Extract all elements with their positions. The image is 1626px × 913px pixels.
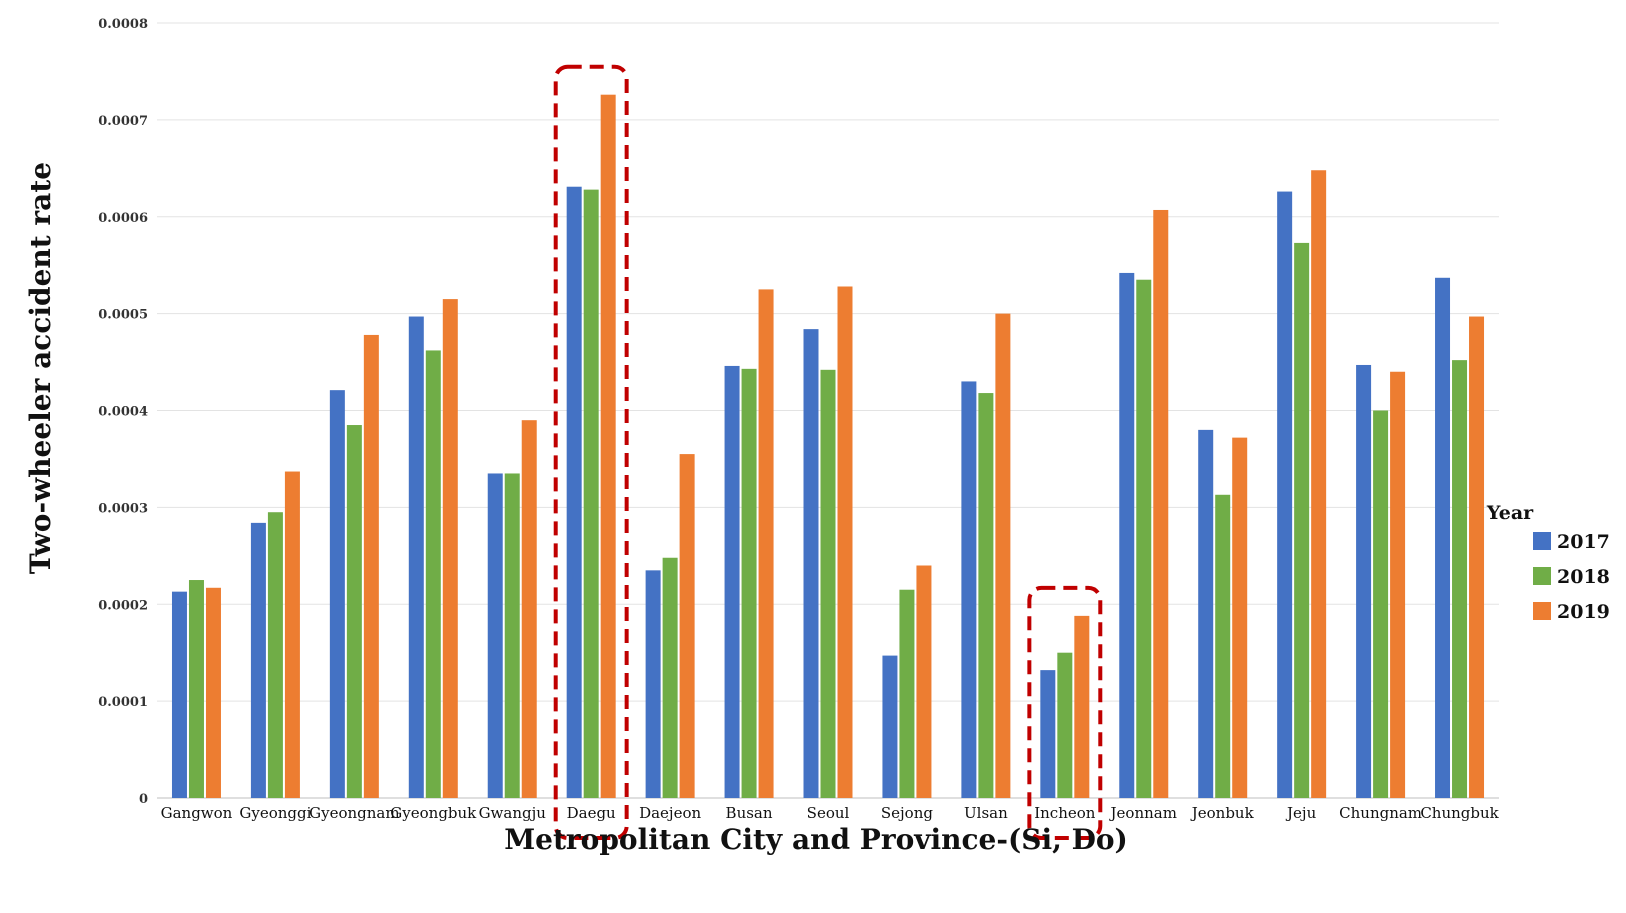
legend-swatch-2019 <box>1533 602 1551 620</box>
x-tick-label: Seoul <box>807 804 850 822</box>
bar-2018-gwangju <box>504 473 520 798</box>
bar-2019-seoul <box>837 286 853 798</box>
x-tick-label: Busan <box>726 804 773 822</box>
bar-2018-jeonbuk <box>1215 494 1231 798</box>
bar-2018-gyeongnam <box>346 425 362 798</box>
bar-2017-busan <box>724 365 740 798</box>
bar-2018-ulsan <box>978 393 994 798</box>
bar-2018-daegu <box>583 189 599 798</box>
legend: Year 2017 2018 2019 <box>1486 502 1610 623</box>
y-tick-label: 0.0002 <box>98 598 148 613</box>
y-tick-label: 0 <box>139 792 148 807</box>
bar-2018-seoul <box>820 369 836 798</box>
bar-2018-chungbuk <box>1452 360 1468 798</box>
bar-2018-chungnam <box>1373 410 1389 798</box>
bar-2017-gwangju <box>487 473 503 798</box>
x-tick-label: Daejeon <box>639 804 701 822</box>
y-tick-label: 0.0001 <box>98 695 148 710</box>
bar-2017-chungbuk <box>1435 277 1451 798</box>
bar-2017-jeju <box>1277 191 1293 798</box>
bar-2018-sejong <box>899 589 915 798</box>
bar-2019-jeonnam <box>1153 209 1169 798</box>
x-tick-label: Jeonnam <box>1109 804 1177 822</box>
y-tick-label: 0.0006 <box>98 211 148 226</box>
y-axis-ticks: 0 0.0001 0.0002 0.0003 0.0004 0.0005 0.0006 0.0… <box>98 17 148 807</box>
legend-label-2018: 2018 <box>1557 566 1610 588</box>
x-tick-label: Gyeonggi <box>239 804 311 822</box>
bar-2017-chungnam <box>1356 364 1372 798</box>
bar-2019-daejeon <box>679 454 695 798</box>
bar-2017-incheon <box>1040 670 1056 798</box>
bar-2018-gyeongbuk <box>425 350 441 798</box>
bar-2017-jeonbuk <box>1198 429 1214 798</box>
bar-2017-gangwon <box>171 591 187 798</box>
y-tick-label: 0.0004 <box>98 405 148 420</box>
legend-swatch-2018 <box>1533 567 1551 585</box>
highlight-boxes <box>553 64 1103 840</box>
bar-2018-jeonnam <box>1136 279 1152 798</box>
bar-2019-gwangju <box>521 420 537 798</box>
bar-2017-gyeonggi <box>250 522 266 798</box>
bar-2018-incheon <box>1057 652 1073 798</box>
bar-2017-seoul <box>803 329 819 798</box>
bar-2019-incheon <box>1074 615 1090 798</box>
bar-2017-daegu <box>566 186 582 798</box>
bar-2019-gangwon <box>205 587 221 798</box>
highlight-box-incheon <box>1027 585 1103 840</box>
bar-2018-gangwon <box>188 580 204 798</box>
bar-2017-sejong <box>882 655 898 798</box>
x-tick-label: Jeonbuk <box>1190 804 1255 822</box>
x-axis-title: Metropolitan City and Province-(Si, Do) <box>504 823 1128 856</box>
bar-2019-gyeongnam <box>363 334 379 798</box>
bar-2019-sejong <box>916 565 932 798</box>
bar-2017-gyeongbuk <box>408 316 424 798</box>
bar-2019-gyeongbuk <box>442 299 458 798</box>
x-tick-label: Ulsan <box>964 804 1008 822</box>
bar-2017-daejeon <box>645 570 661 798</box>
legend-label-2017: 2017 <box>1557 531 1610 553</box>
y-tick-label: 0.0007 <box>98 114 148 129</box>
x-tick-label: Gangwon <box>161 804 233 822</box>
y-tick-label: 0.0005 <box>98 308 148 323</box>
bar-2019-daegu <box>600 94 616 798</box>
y-axis-title: Two-wheeler accident rate <box>24 162 57 574</box>
bar-2017-gyeongnam <box>329 390 345 798</box>
bar-2019-ulsan <box>995 313 1011 798</box>
bars <box>171 94 1485 798</box>
legend-swatch-2017 <box>1533 532 1551 550</box>
x-tick-label: Chungbuk <box>1420 804 1499 822</box>
x-tick-label: Daegu <box>567 804 616 822</box>
highlight-box-daegu <box>553 64 629 840</box>
bar-2017-ulsan <box>961 381 977 798</box>
bar-2019-chungbuk <box>1469 316 1485 798</box>
y-tick-label: 0.0008 <box>98 17 148 32</box>
x-tick-label: Gyeongbuk <box>390 804 477 822</box>
bar-2019-gyeonggi <box>284 471 300 798</box>
bar-2018-gyeonggi <box>267 512 283 798</box>
legend-label-2019: 2019 <box>1557 601 1610 623</box>
x-tick-label: Sejong <box>881 804 933 822</box>
x-tick-label: Chungnam <box>1339 804 1422 822</box>
bar-2018-jeju <box>1294 242 1310 798</box>
bar-2019-chungnam <box>1390 371 1406 798</box>
x-tick-label: Gwangju <box>479 804 547 822</box>
bar-2019-jeju <box>1311 170 1327 798</box>
bar-2019-busan <box>758 289 774 798</box>
x-tick-label: Gyeongnam <box>309 804 399 822</box>
y-tick-label: 0.0003 <box>98 501 148 516</box>
bar-2018-daejeon <box>662 557 678 798</box>
legend-title: Year <box>1486 502 1534 524</box>
bar-2017-jeonnam <box>1119 272 1135 798</box>
x-tick-label: Incheon <box>1034 804 1096 822</box>
x-tick-label: Jeju <box>1285 804 1317 822</box>
legend-items: 2017 2018 2019 <box>1533 531 1610 623</box>
bar-2019-jeonbuk <box>1232 437 1248 798</box>
bar-2018-busan <box>741 368 757 798</box>
